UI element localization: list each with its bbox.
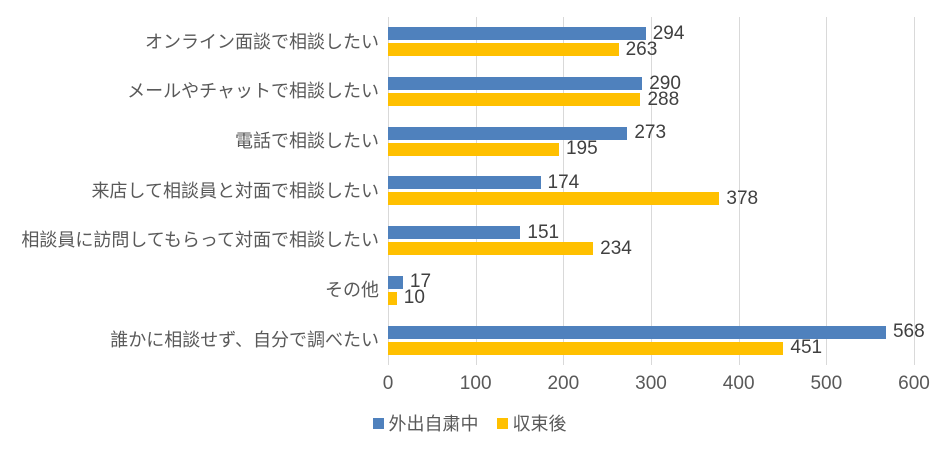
bar-外出自粛中: 294	[388, 23, 684, 44]
plot-area: 294 263 290 288 273 195 174 378 151 234 17 10 568 451	[388, 17, 925, 365]
category-label: オンライン面談で相談したい	[145, 31, 379, 52]
bar-収束後: 263	[388, 39, 657, 60]
gridline	[826, 17, 828, 365]
bar-group: 290 288	[388, 67, 914, 117]
category-label: 来店して相談員と対面で相談したい	[91, 180, 379, 201]
bar-group: 174 378	[388, 166, 914, 216]
bar-group: 17 10	[388, 266, 914, 316]
legend-label: 外出自粛中	[388, 414, 479, 434]
tick-label: 500	[810, 373, 843, 394]
value-label: 195	[565, 138, 598, 160]
tick-label: 300	[635, 373, 667, 394]
legend-item: 外出自粛中	[372, 410, 479, 436]
value-axis: 0 100 200 300 400 500 600	[0, 373, 939, 397]
value-label: 10	[403, 287, 425, 309]
bar-収束後: 234	[388, 238, 632, 259]
tick-label: 100	[459, 373, 492, 394]
category-axis: オンライン面談で相談したいメールやチャットで相談したい電話で相談したい来店して相…	[0, 17, 379, 365]
bar-group: 151 234	[388, 216, 914, 266]
gridline	[563, 17, 565, 365]
category-label: 誰かに相談せず、自分で調べたい	[110, 329, 379, 350]
bar-group: 273 195	[388, 116, 914, 166]
value-label: 151	[527, 221, 560, 243]
category-label: 相談員に訪問してもらって対面で相談したい	[21, 230, 379, 251]
gridline	[914, 17, 915, 365]
legend-item: 収束後	[496, 410, 567, 436]
bar-外出自粛中: 151	[388, 222, 559, 243]
gridline	[651, 17, 652, 365]
value-label: 288	[647, 88, 680, 110]
bar-外出自粛中: 174	[388, 172, 579, 193]
value-label: 273	[634, 122, 667, 144]
bar-group: 568 451	[388, 315, 925, 365]
category-label: 電話で相談したい	[235, 130, 379, 151]
bar-group: 294 263	[388, 17, 914, 67]
value-label: 451	[790, 337, 823, 359]
tick-label: 600	[898, 373, 930, 394]
value-label: 17	[409, 271, 432, 293]
gridline	[388, 17, 389, 365]
tick-label: 200	[547, 373, 580, 394]
gridline	[475, 17, 477, 365]
value-label: 263	[625, 38, 658, 60]
value-label: 290	[649, 72, 681, 94]
category-label: その他	[325, 280, 379, 301]
category-label: メールやチャットで相談したい	[127, 81, 379, 102]
bar-外出自粛中: 568	[388, 321, 925, 342]
legend-swatch-icon	[372, 417, 384, 429]
bar-外出自粛中: 273	[388, 122, 666, 143]
tick-label: 0	[382, 373, 394, 394]
bar-外出自粛中: 17	[388, 271, 431, 292]
value-label: 568	[892, 321, 925, 343]
value-label: 378	[726, 187, 759, 209]
value-label: 294	[652, 22, 685, 44]
value-label: 174	[547, 171, 580, 193]
tick-label: 400	[722, 373, 755, 394]
bar-外出自粛中: 290	[388, 73, 681, 94]
legend-label: 収束後	[512, 414, 567, 434]
bar-rows: 294 263 290 288 273 195 174 378 151 234 17 10 568 451	[388, 17, 925, 365]
bar-収束後: 288	[388, 89, 679, 110]
bar-収束後: 195	[388, 138, 598, 159]
bar-収束後: 451	[388, 337, 822, 358]
bar-収束後: 378	[388, 188, 758, 209]
gridline	[738, 17, 740, 365]
legend: 外出自粛中 収束後	[0, 410, 939, 436]
value-label: 234	[600, 237, 632, 259]
bar-収束後: 10	[388, 287, 425, 308]
legend-swatch-icon	[496, 417, 508, 429]
